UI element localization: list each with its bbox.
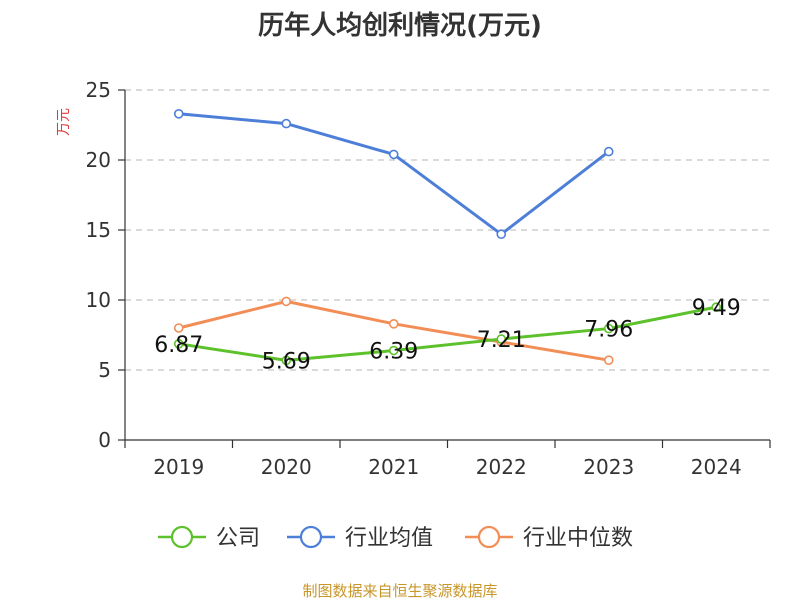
data-point xyxy=(281,355,292,366)
x-tick-label: 2023 xyxy=(583,455,634,479)
series-group xyxy=(173,109,722,366)
x-tick-label: 2020 xyxy=(261,455,312,479)
legend-swatch-marker xyxy=(299,525,323,549)
data-label: 7.96 xyxy=(584,318,633,343)
data-label: 7.21 xyxy=(477,328,526,353)
x-tick-label: 2024 xyxy=(691,455,742,479)
legend-label: 行业均值 xyxy=(345,526,433,551)
source-note: 制图数据来自恒生聚源数据库 xyxy=(302,582,497,600)
series-line-0 xyxy=(178,305,717,362)
y-tick-label: 15 xyxy=(86,218,111,242)
y-tick-label: 25 xyxy=(86,78,111,102)
y-tick-label: 10 xyxy=(86,288,111,312)
legend-item[interactable]: 公司 xyxy=(158,525,260,551)
legend-label: 公司 xyxy=(216,526,260,551)
data-point xyxy=(173,339,184,349)
axes: 0 5 10 15 20 25 2019 2020 2021 2022 2023 2024 xyxy=(86,78,771,479)
data-labels: 6.87 5.69 6.39 7.21 7.96 9.49 xyxy=(154,296,740,374)
data-point xyxy=(388,149,399,160)
data-point xyxy=(281,118,292,129)
x-tick-label: 2022 xyxy=(476,455,527,479)
x-tick-label: 2019 xyxy=(153,455,204,479)
data-point xyxy=(388,345,399,356)
legend-item[interactable]: 行业均值 xyxy=(287,525,433,551)
data-point xyxy=(496,229,507,239)
data-label: 9.49 xyxy=(692,296,741,321)
legend: 公司 行业均值 行业中位数 xyxy=(158,525,633,551)
y-tick-label: 0 xyxy=(98,428,111,452)
data-point xyxy=(603,146,614,157)
legend-label: 行业中位数 xyxy=(523,526,633,551)
data-point xyxy=(388,318,399,329)
series-line-1 xyxy=(178,112,610,236)
y-tick-label: 5 xyxy=(98,358,111,382)
data-point xyxy=(603,323,614,334)
y-axis-label: 万元 xyxy=(56,108,72,136)
legend-swatch-marker xyxy=(477,525,501,549)
data-point xyxy=(173,109,184,119)
legend-item[interactable]: 行业中位数 xyxy=(465,525,633,551)
data-label: 6.87 xyxy=(154,333,203,358)
chart-title: 历年人均创利情况(万元) xyxy=(258,10,542,41)
x-tick-label: 2021 xyxy=(368,455,419,479)
gridlines xyxy=(125,89,770,371)
data-label: 5.69 xyxy=(262,349,311,374)
data-point xyxy=(173,323,184,333)
data-point xyxy=(281,296,292,307)
data-point xyxy=(711,302,722,312)
data-point xyxy=(496,334,507,344)
y-tick-label: 20 xyxy=(86,148,111,172)
data-label: 6.39 xyxy=(369,340,418,365)
legend-swatch-marker xyxy=(170,525,194,549)
data-point xyxy=(603,355,614,366)
